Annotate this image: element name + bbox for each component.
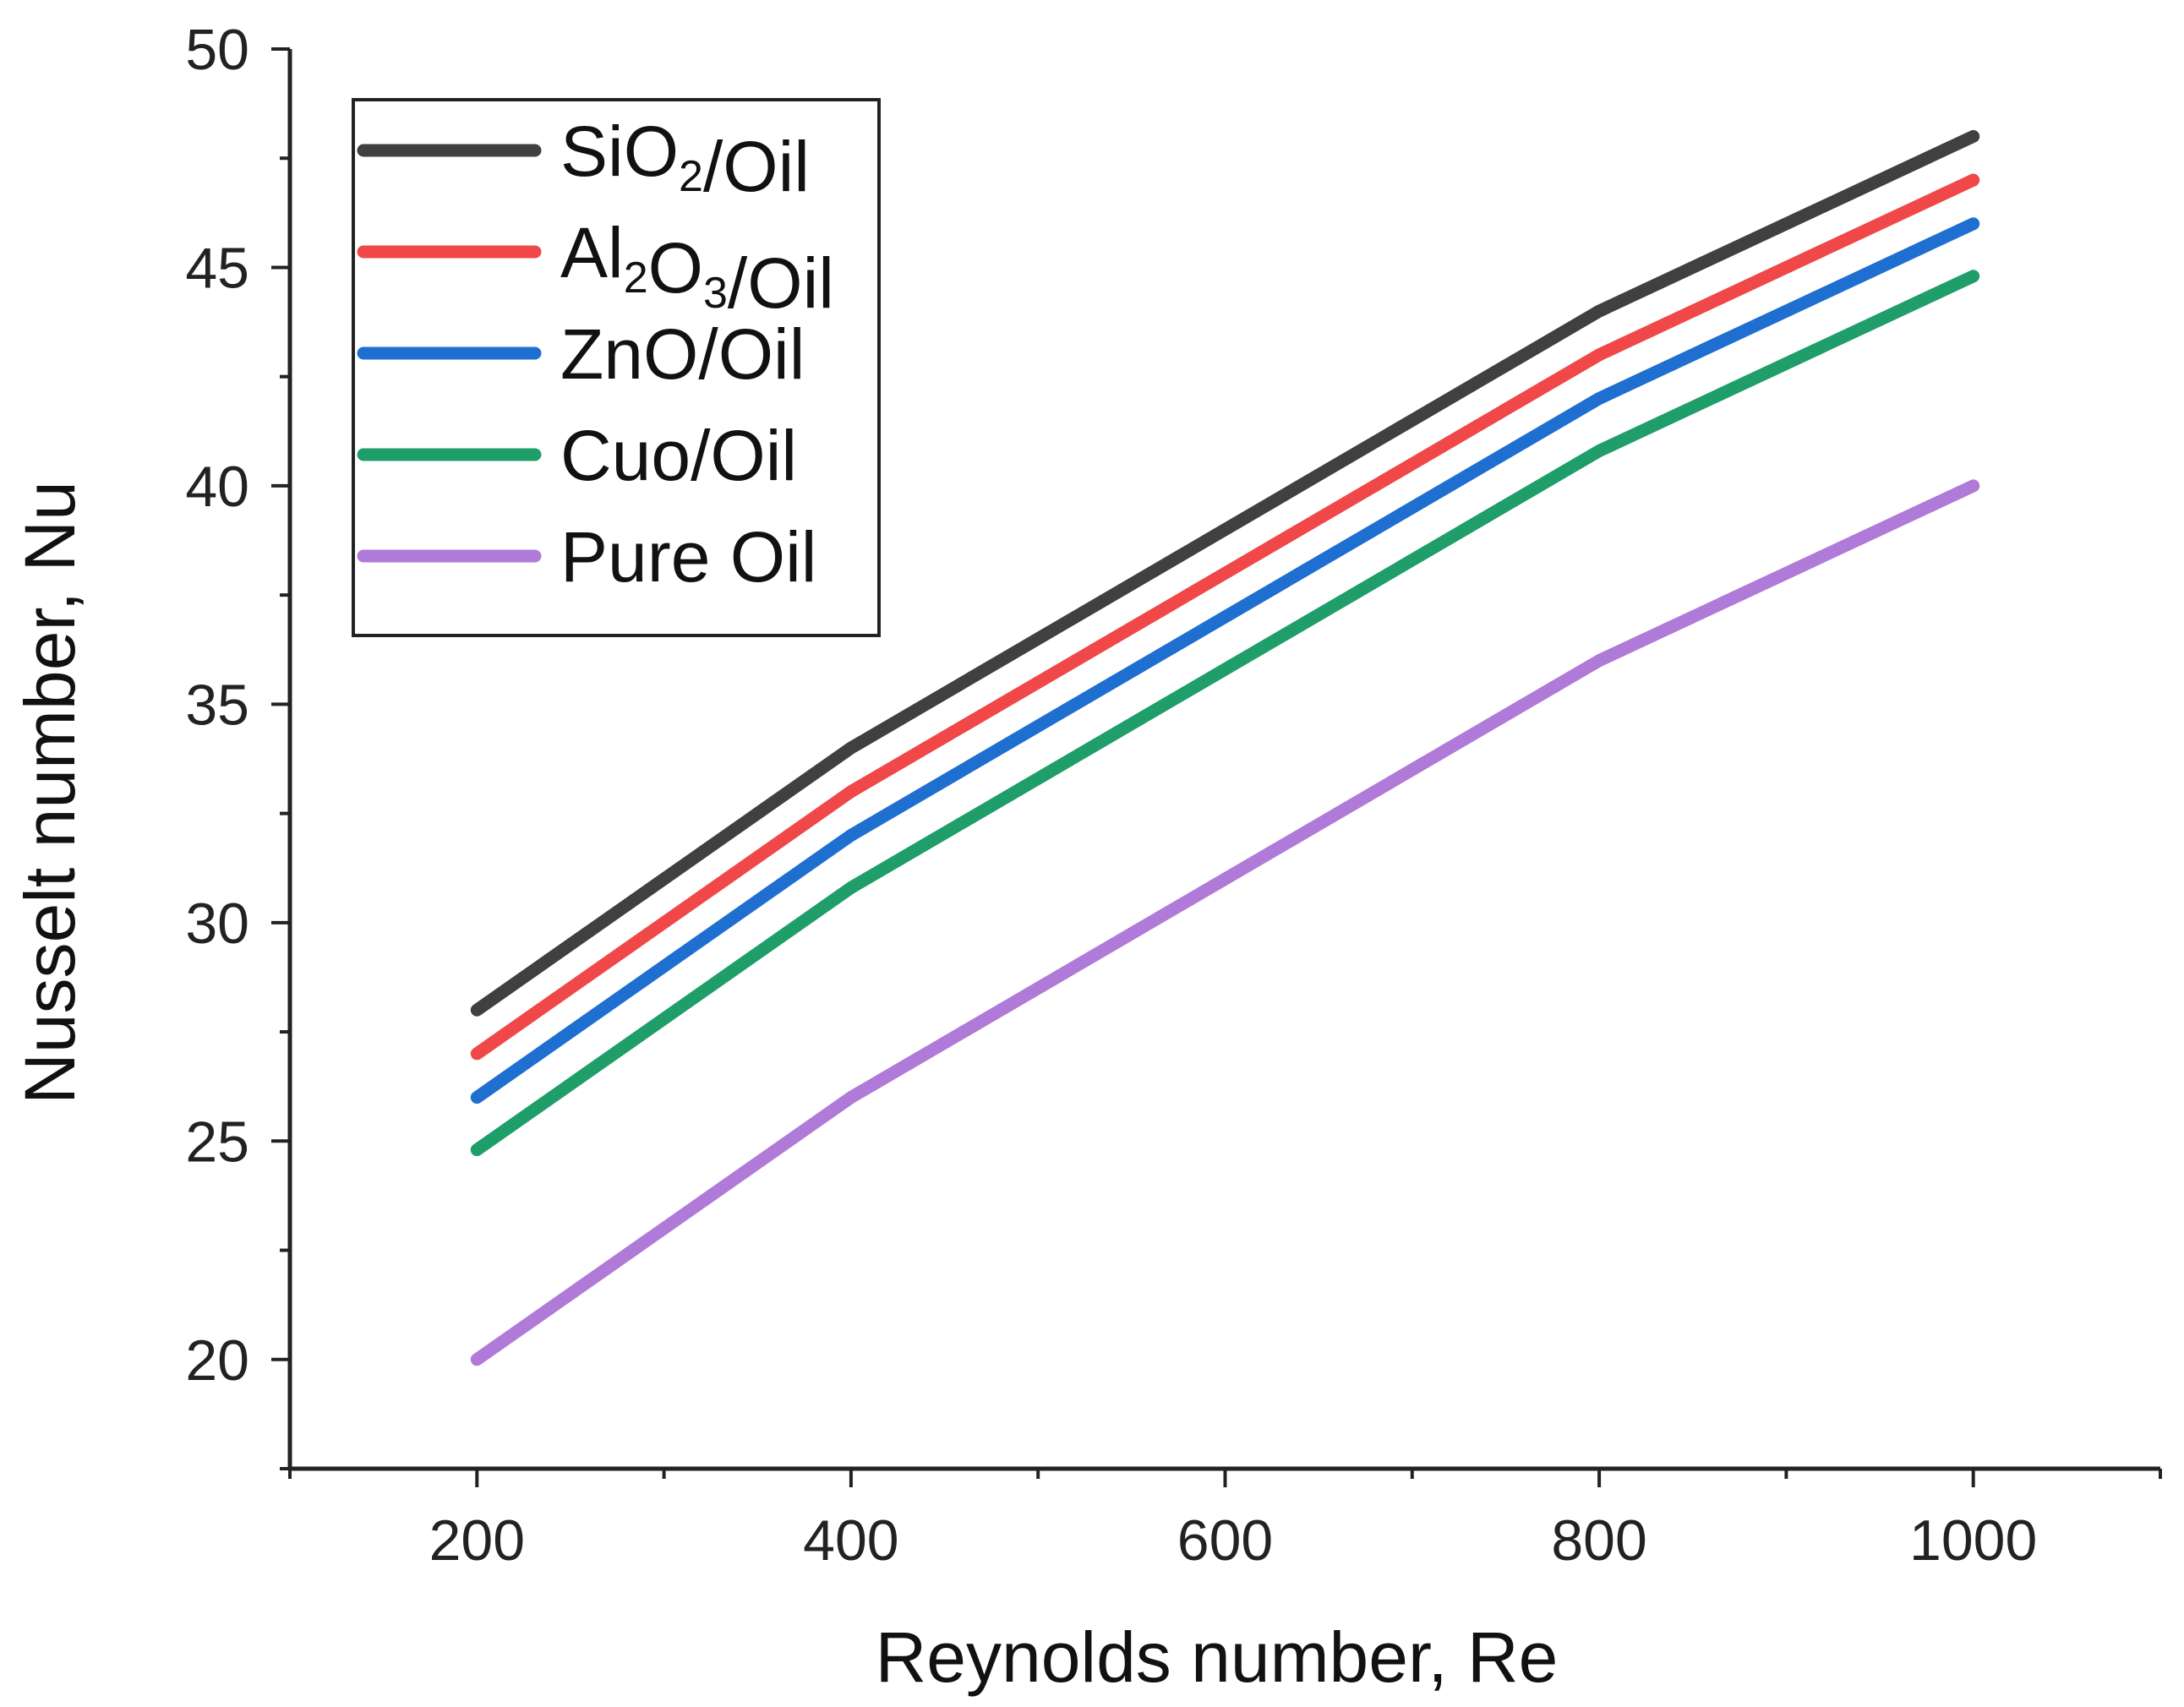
series-line-zno-oil bbox=[470, 217, 1980, 1104]
axis-ticks: 20 25 30 35 40 45 50 200 400 600 800 1000 bbox=[185, 18, 2162, 1573]
legend-label: ZnO/Oil bbox=[560, 314, 805, 394]
x-axis-title: Reynolds number, Re bbox=[876, 1617, 1559, 1697]
series-line-al2o3-oil bbox=[470, 173, 1980, 1061]
y-tick-label: 40 bbox=[185, 455, 249, 519]
legend-label: SiO2/Oil bbox=[560, 112, 810, 206]
y-axis-title: Nusselt number, Nu bbox=[10, 481, 90, 1104]
y-tick-label: 50 bbox=[185, 18, 249, 82]
x-tick-label: 600 bbox=[1177, 1508, 1273, 1573]
series-line-cuo-oil bbox=[470, 270, 1980, 1157]
x-tick-label: 200 bbox=[429, 1508, 525, 1573]
legend-label: Al2O3/Oil bbox=[560, 213, 834, 323]
y-tick-label: 30 bbox=[185, 892, 249, 956]
y-tick-label: 45 bbox=[185, 236, 249, 300]
legend-frame bbox=[352, 98, 881, 637]
series-line-sio2-oil bbox=[470, 129, 1980, 1017]
x-tick-label: 400 bbox=[803, 1508, 898, 1573]
x-tick-label: 1000 bbox=[1909, 1508, 2037, 1573]
legend-label: Cuo/Oil bbox=[560, 416, 797, 495]
series-lines bbox=[470, 129, 1980, 1366]
y-tick-label: 25 bbox=[185, 1110, 249, 1174]
y-tick-label: 35 bbox=[185, 673, 249, 737]
legend-label: Pure Oil bbox=[560, 517, 816, 597]
series-line-pure-oil bbox=[470, 479, 1980, 1366]
y-tick-label: 20 bbox=[185, 1328, 249, 1393]
x-tick-label: 800 bbox=[1551, 1508, 1646, 1573]
